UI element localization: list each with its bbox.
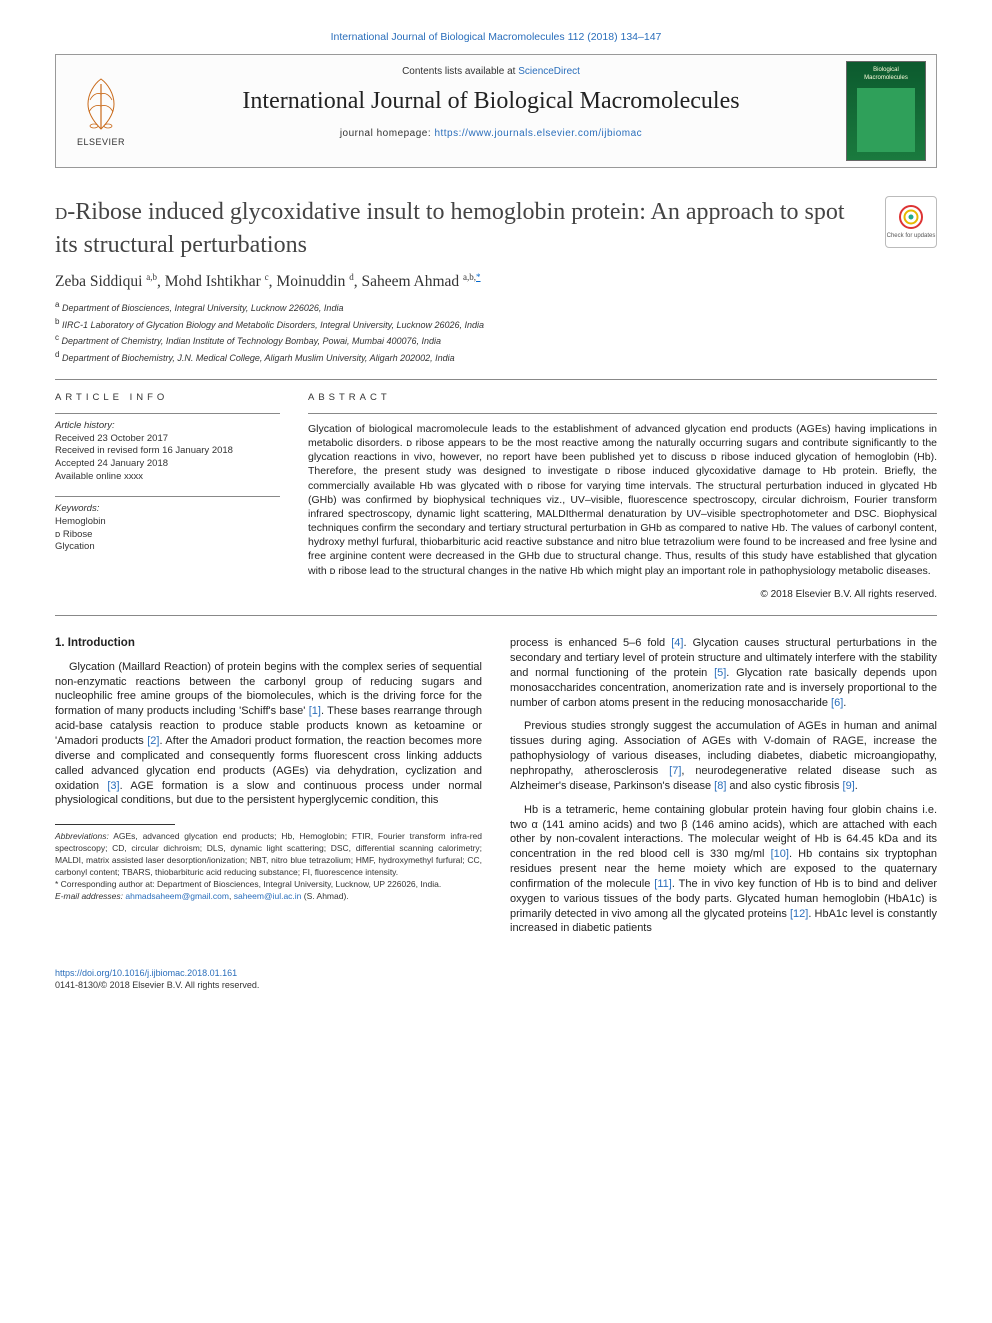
homepage-prefix: journal homepage: bbox=[340, 128, 435, 139]
aff-b: IIRC-1 Laboratory of Glycation Biology a… bbox=[62, 320, 484, 330]
ref-9[interactable]: [9] bbox=[843, 780, 855, 792]
footer: https://doi.org/10.1016/j.ijbiomac.2018.… bbox=[55, 967, 937, 991]
email-link-2[interactable]: saheem@iul.ac.in bbox=[234, 891, 302, 901]
intro-p2a: process is enhanced 5–6 fold bbox=[510, 637, 671, 649]
aff-d: Department of Biochemistry, J.N. Medical… bbox=[62, 353, 455, 363]
column-right: process is enhanced 5–6 fold [4]. Glycat… bbox=[510, 636, 937, 945]
issn-copyright: 0141-8130/© 2018 Elsevier B.V. All right… bbox=[55, 979, 937, 991]
revised-date: Received in revised form 16 January 2018 bbox=[55, 445, 280, 458]
ref-1[interactable]: [1] bbox=[309, 705, 321, 717]
journal-cover-thumb: Biological Macromolecules bbox=[846, 61, 926, 161]
cover-title: Biological Macromolecules bbox=[851, 66, 921, 82]
abstract-block: abstract Glycation of biological macromo… bbox=[308, 392, 937, 601]
affiliations: a Department of Biosciences, Integral Un… bbox=[55, 299, 937, 365]
rule-top bbox=[55, 379, 937, 380]
intro-p3d: . bbox=[855, 780, 858, 792]
author-1: Zeba Siddiqui bbox=[55, 273, 142, 290]
online-date: Available online xxxx bbox=[55, 471, 280, 484]
author-2: Mohd Ishtikhar bbox=[165, 273, 261, 290]
author-2-sup: c bbox=[265, 272, 269, 282]
contents-prefix: Contents lists available at bbox=[402, 66, 518, 77]
elsevier-wordmark: ELSEVIER bbox=[77, 136, 125, 148]
journal-name: International Journal of Biological Macr… bbox=[146, 85, 836, 117]
email-heading: E-mail addresses: bbox=[55, 891, 125, 901]
journal-header: ELSEVIER Contents lists available at Sci… bbox=[55, 54, 937, 168]
running-head: International Journal of Biological Macr… bbox=[55, 30, 937, 44]
title-rest: -Ribose induced glycoxidative insult to … bbox=[55, 199, 845, 257]
homepage-line: journal homepage: https://www.journals.e… bbox=[146, 127, 836, 141]
ref-10[interactable]: [10] bbox=[771, 848, 789, 860]
section-1-heading: 1. Introduction bbox=[55, 636, 482, 652]
email-link-1[interactable]: ahmadsaheem@gmail.com bbox=[125, 891, 229, 901]
keyword-1: Hemoglobin bbox=[55, 516, 280, 529]
journal-header-center: Contents lists available at ScienceDirec… bbox=[146, 55, 836, 167]
doi-link[interactable]: https://doi.org/10.1016/j.ijbiomac.2018.… bbox=[55, 968, 237, 978]
column-left: 1. Introduction Glycation (Maillard Reac… bbox=[55, 636, 482, 945]
publisher-logo-cell: ELSEVIER bbox=[56, 55, 146, 167]
abbr-heading: Abbreviations: bbox=[55, 831, 109, 841]
author-4: Saheem Ahmad bbox=[361, 273, 459, 290]
ref-4[interactable]: [4] bbox=[671, 637, 683, 649]
abbr-body: AGEs, advanced glycation end products; H… bbox=[55, 831, 482, 877]
elsevier-logo: ELSEVIER bbox=[66, 66, 136, 156]
abstract-body: Glycation of biological macromolecule le… bbox=[308, 422, 937, 578]
aff-c: Department of Chemistry, Indian Institut… bbox=[62, 336, 442, 346]
running-head-link[interactable]: International Journal of Biological Macr… bbox=[331, 31, 662, 43]
abstract-heading: abstract bbox=[308, 392, 937, 405]
ref-11[interactable]: [11] bbox=[654, 878, 672, 890]
article-title: d-Ribose induced glycoxidative insult to… bbox=[55, 196, 871, 261]
ref-2[interactable]: [2] bbox=[147, 735, 159, 747]
article-info-block: article info Article history: Received 2… bbox=[55, 392, 280, 601]
ref-5[interactable]: [5] bbox=[714, 667, 726, 679]
email-tail: (S. Ahmad). bbox=[301, 891, 348, 901]
journal-cover-cell: Biological Macromolecules bbox=[836, 55, 936, 167]
ref-12[interactable]: [12] bbox=[790, 908, 808, 920]
history-heading: Article history: bbox=[55, 420, 280, 433]
corresponding-star[interactable]: * bbox=[476, 272, 481, 282]
authors-line: Zeba Siddiqui a,b, Mohd Ishtikhar c, Moi… bbox=[55, 271, 937, 293]
keyword-3: Glycation bbox=[55, 541, 280, 554]
abstract-copyright: © 2018 Elsevier B.V. All rights reserved… bbox=[308, 588, 937, 602]
keyword-2: ᴅ Ribose bbox=[55, 529, 280, 542]
footnote-rule bbox=[55, 824, 175, 825]
intro-p1d: . AGE formation is a slow and continuous… bbox=[55, 780, 482, 807]
ref-8[interactable]: [8] bbox=[714, 780, 726, 792]
homepage-link[interactable]: https://www.journals.elsevier.com/ijbiom… bbox=[434, 128, 642, 139]
crossmark-label: Check for updates bbox=[887, 232, 936, 240]
ref-7[interactable]: [7] bbox=[669, 765, 681, 777]
contents-line: Contents lists available at ScienceDirec… bbox=[146, 65, 836, 79]
article-info-heading: article info bbox=[55, 392, 280, 405]
ref-6[interactable]: [6] bbox=[831, 697, 843, 709]
footnotes: Abbreviations: AGEs, advanced glycation … bbox=[55, 831, 482, 902]
title-smallcap-d: d bbox=[55, 199, 67, 225]
author-1-sup: a,b bbox=[146, 272, 157, 282]
corresponding-note: * Corresponding author at: Department of… bbox=[55, 879, 482, 891]
crossmark-badge[interactable]: Check for updates bbox=[885, 196, 937, 248]
author-4-sup: a,b, bbox=[463, 272, 476, 282]
accepted-date: Accepted 24 January 2018 bbox=[55, 458, 280, 471]
author-3: Moinuddin bbox=[276, 273, 345, 290]
ref-3[interactable]: [3] bbox=[107, 780, 119, 792]
keywords-heading: Keywords: bbox=[55, 503, 280, 516]
elsevier-tree-icon bbox=[76, 74, 126, 134]
intro-p3c: and also cystic fibrosis bbox=[726, 780, 842, 792]
crossmark-icon bbox=[898, 204, 924, 230]
received-date: Received 23 October 2017 bbox=[55, 433, 280, 446]
aff-a: Department of Biosciences, Integral Univ… bbox=[62, 303, 343, 313]
intro-p2d: . bbox=[843, 697, 846, 709]
author-3-sup: d bbox=[349, 272, 354, 282]
sciencedirect-link[interactable]: ScienceDirect bbox=[518, 66, 580, 77]
rule-mid bbox=[55, 615, 937, 616]
